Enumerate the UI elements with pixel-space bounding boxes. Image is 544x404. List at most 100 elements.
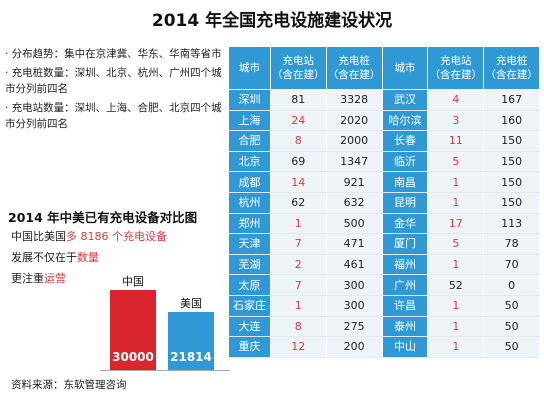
pile-count-cell: 160 bbox=[483, 109, 540, 132]
city-cell: 金华 bbox=[381, 212, 429, 235]
pile-count-cell: 50 bbox=[483, 294, 540, 317]
table-row: 合肥 8 2000 长春 11 150 bbox=[228, 130, 540, 152]
station-count-cell: 1 bbox=[427, 336, 485, 358]
china-bar: 30000 bbox=[110, 290, 156, 370]
page-title: 2014 年全国充电设施建设状况 bbox=[151, 11, 393, 31]
line1-highlight: 多 8186 个充电设备 bbox=[66, 230, 167, 243]
china-bar-label: 中国 bbox=[122, 275, 144, 288]
table-row: 天津 7 471 厦门 5 78 bbox=[228, 233, 540, 255]
bar-baseline bbox=[100, 370, 230, 371]
city-cell: 天津 bbox=[228, 233, 271, 255]
bullet-station-count: · 充电站数量：深圳、上海、合肥、北京四个城市分列前四名 bbox=[5, 102, 222, 130]
city-cell: 长春 bbox=[381, 130, 429, 152]
station-count-cell: 4 bbox=[427, 89, 485, 111]
usa-bar: 21814 bbox=[168, 312, 214, 370]
pile-count-cell: 150 bbox=[483, 171, 540, 193]
city-cell: 中山 bbox=[381, 336, 429, 358]
station-count-cell: 2 bbox=[269, 253, 327, 276]
pile-count-cell: 2000 bbox=[325, 130, 383, 152]
station-count-cell: 1 bbox=[269, 294, 327, 317]
station-count-cell: 5 bbox=[427, 233, 485, 255]
table-row: 太原 7 300 广州 52 0 bbox=[228, 274, 540, 296]
usa-bar-label: 美国 bbox=[180, 297, 202, 310]
pile-count-cell: 500 bbox=[325, 212, 383, 235]
pile-count-cell: 461 bbox=[325, 253, 383, 276]
table-row: 石家庄 1 300 许昌 1 50 bbox=[228, 294, 540, 317]
pile-count-cell: 632 bbox=[325, 191, 383, 214]
pile-count-cell: 50 bbox=[483, 315, 540, 338]
pile-count-cell: 150 bbox=[483, 130, 540, 152]
line3-highlight: 运营 bbox=[44, 272, 66, 285]
source-note: 资料来源：东软管理咨询 bbox=[11, 379, 127, 391]
station-count-cell: 8 bbox=[269, 315, 327, 338]
city-cell: 深圳 bbox=[228, 89, 271, 111]
table-row: 成都 14 921 南昌 1 150 bbox=[228, 171, 540, 193]
station-count-cell: 62 bbox=[269, 191, 327, 214]
city-cell: 泰州 bbox=[381, 315, 429, 338]
pile-count-cell: 200 bbox=[325, 336, 383, 358]
pile-count-cell: 3328 bbox=[325, 89, 383, 111]
pile-count-cell: 167 bbox=[483, 89, 540, 111]
header-city-1: 城市 bbox=[228, 46, 271, 90]
charging-facilities-table: 城市 充电站 （含在建） 充电桩 （含在建） 城市 充电站 （含在建） 充电桩 … bbox=[228, 46, 540, 358]
pile-count-cell: 275 bbox=[325, 315, 383, 338]
city-cell: 合肥 bbox=[228, 130, 271, 152]
china-bar-value: 30000 bbox=[112, 350, 154, 364]
station-count-cell: 69 bbox=[269, 150, 327, 173]
station-count-cell: 17 bbox=[427, 212, 485, 235]
city-cell: 厦门 bbox=[381, 233, 429, 255]
pile-count-cell: 300 bbox=[325, 294, 383, 317]
city-cell: 石家庄 bbox=[228, 294, 271, 317]
city-cell: 许昌 bbox=[381, 294, 429, 317]
city-cell: 南昌 bbox=[381, 171, 429, 193]
header-city-2: 城市 bbox=[381, 46, 429, 90]
pile-count-cell: 78 bbox=[483, 233, 540, 255]
city-cell: 北京 bbox=[228, 150, 271, 173]
city-cell: 大连 bbox=[228, 315, 271, 338]
pile-count-cell: 921 bbox=[325, 171, 383, 193]
header-piles-2: 充电桩 （含在建） bbox=[483, 46, 540, 90]
table-row: 芜湖 2 461 福州 1 70 bbox=[228, 253, 540, 276]
station-count-cell: 11 bbox=[427, 130, 485, 152]
table-row: 上海 24 2020 哈尔滨 3 160 bbox=[228, 109, 540, 132]
city-cell: 武汉 bbox=[381, 89, 429, 111]
city-cell: 成都 bbox=[228, 171, 271, 193]
header-piles-1: 充电桩 （含在建） bbox=[325, 46, 383, 90]
station-count-cell: 1 bbox=[427, 253, 485, 276]
table-body: 深圳 81 3328 武汉 4 167 上海 24 2020 哈尔滨 3 160 合肥 8 2000 长春 11… bbox=[228, 89, 540, 358]
header-stations-2: 充电站 （含在建） bbox=[427, 46, 485, 90]
pile-count-cell: 150 bbox=[483, 150, 540, 173]
station-count-cell: 1 bbox=[269, 212, 327, 235]
city-cell: 芜湖 bbox=[228, 253, 271, 276]
city-cell: 临沂 bbox=[381, 150, 429, 173]
station-count-cell: 1 bbox=[427, 315, 485, 338]
table-row: 北京 69 1347 临沂 5 150 bbox=[228, 150, 540, 173]
station-count-cell: 1 bbox=[427, 294, 485, 317]
city-cell: 昆明 bbox=[381, 191, 429, 214]
comparison-notes: 中国比美国多 8186 个充电设备 发展不仅在于数量 更注重运营 bbox=[11, 226, 167, 289]
city-cell: 郑州 bbox=[228, 212, 271, 235]
table-row: 杭州 62 632 昆明 1 150 bbox=[228, 191, 540, 214]
city-cell: 杭州 bbox=[228, 191, 271, 214]
line1-text: 中国比美国 bbox=[11, 230, 66, 243]
station-count-cell: 24 bbox=[269, 109, 327, 132]
pile-count-cell: 1347 bbox=[325, 150, 383, 173]
comparison-line-1: 中国比美国多 8186 个充电设备 bbox=[11, 226, 167, 247]
summary-bullets: · 分布趋势：集中在京津冀、华东、华南等省市 · 充电桩数量：深圳、北京、杭州、… bbox=[5, 46, 225, 135]
comparison-line-2: 发展不仅在于数量 bbox=[11, 247, 167, 268]
station-count-cell: 81 bbox=[269, 89, 327, 111]
line3-text: 更注重 bbox=[11, 272, 44, 285]
station-count-cell: 1 bbox=[427, 171, 485, 193]
table-row: 重庆 12 200 中山 1 50 bbox=[228, 336, 540, 358]
header-stations-1: 充电站 （含在建） bbox=[269, 46, 327, 90]
pile-count-cell: 150 bbox=[483, 191, 540, 214]
pile-count-cell: 113 bbox=[483, 212, 540, 235]
city-cell: 太原 bbox=[228, 274, 271, 296]
usa-bar-value: 21814 bbox=[170, 350, 212, 364]
station-count-cell: 1 bbox=[427, 191, 485, 214]
pile-count-cell: 0 bbox=[483, 274, 540, 296]
pile-count-cell: 471 bbox=[325, 233, 383, 255]
pile-count-cell: 70 bbox=[483, 253, 540, 276]
table-header-row: 城市 充电站 （含在建） 充电桩 （含在建） 城市 充电站 （含在建） 充电桩 … bbox=[228, 46, 540, 90]
city-cell: 重庆 bbox=[228, 336, 271, 358]
